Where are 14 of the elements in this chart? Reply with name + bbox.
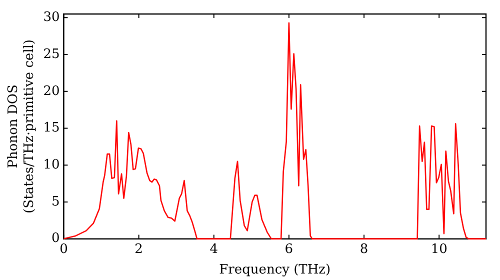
x-tick-label: 4 — [210, 242, 218, 257]
y-axis-title: Phonon DOS (States/THz·primitive cell) — [6, 39, 37, 214]
x-tick-label: 6 — [284, 242, 294, 257]
x-tick-label: 10 — [430, 242, 448, 257]
y-tick-label: 20 — [43, 84, 60, 99]
y-tick-label: 15 — [43, 120, 60, 136]
x-tick-label: 8 — [360, 242, 368, 257]
y-tick-label: 25 — [43, 46, 60, 62]
y-tick-label: 10 — [43, 157, 60, 172]
y-tick-label: 30 — [43, 10, 60, 26]
y-tick-label: 0 — [51, 231, 60, 246]
x-tick-label: 2 — [134, 242, 143, 257]
y-tick-label: 5 — [51, 194, 60, 210]
x-axis-title: Frequency (THz) — [219, 262, 331, 278]
